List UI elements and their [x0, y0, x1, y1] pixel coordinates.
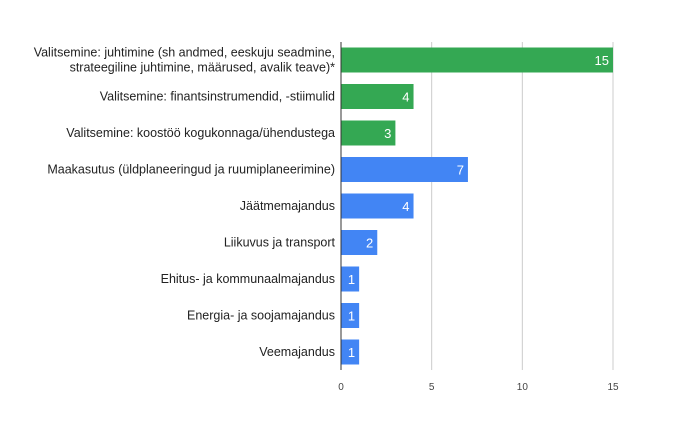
bar [341, 84, 414, 109]
data-label: 2 [366, 236, 373, 251]
category-label: Valitsemine: koostöö kogukonnaga/ühendus… [66, 126, 335, 140]
bar [341, 157, 468, 182]
category-label-line: Valitsemine: finantsinstrumendid, -stiim… [100, 90, 335, 104]
category-label-line: Liikuvus ja transport [224, 236, 336, 250]
category-label-line: Ehitus- ja kommunaalmajandus [161, 272, 335, 286]
data-label: 1 [348, 309, 355, 324]
data-label: 4 [402, 199, 409, 214]
category-label-line: Jäätmemajandus [240, 199, 335, 213]
x-tick-label: 0 [338, 382, 344, 393]
data-label: 1 [348, 345, 355, 360]
category-label-line: Maakasutus (üldplaneeringud ja ruumiplan… [47, 163, 335, 177]
bar [341, 230, 378, 255]
x-tick-label: 15 [607, 382, 619, 393]
category-label: Jäätmemajandus [240, 199, 335, 213]
category-label-line: Valitsemine: koostöö kogukonnaga/ühendus… [66, 126, 335, 140]
category-label: Liikuvus ja transport [224, 236, 336, 250]
category-label: Valitsemine: juhtimine (sh andmed, eesku… [34, 46, 335, 75]
data-label: 4 [402, 90, 409, 105]
category-label: Veemajandus [259, 345, 335, 359]
category-label-line: Veemajandus [259, 345, 335, 359]
category-label: Ehitus- ja kommunaalmajandus [161, 272, 335, 286]
bar [341, 266, 360, 292]
category-label: Maakasutus (üldplaneeringud ja ruumiplan… [47, 163, 335, 177]
bar [341, 47, 613, 73]
category-label-line: strateegiline juhtimine, määrused, avali… [70, 61, 336, 75]
data-label: 15 [595, 53, 609, 68]
bar [341, 120, 396, 146]
data-label: 7 [457, 163, 464, 178]
bar [341, 303, 360, 328]
x-tick-label: 5 [429, 382, 435, 393]
category-label-line: Energia- ja soojamajandus [187, 309, 335, 323]
category-label-line: Valitsemine: juhtimine (sh andmed, eesku… [34, 46, 335, 60]
data-label: 3 [384, 126, 391, 141]
x-tick-label: 10 [517, 382, 529, 393]
data-label: 1 [348, 272, 355, 287]
category-label: Energia- ja soojamajandus [187, 309, 335, 323]
bar [341, 193, 414, 219]
bar [341, 339, 360, 365]
category-label: Valitsemine: finantsinstrumendid, -stiim… [100, 90, 335, 104]
